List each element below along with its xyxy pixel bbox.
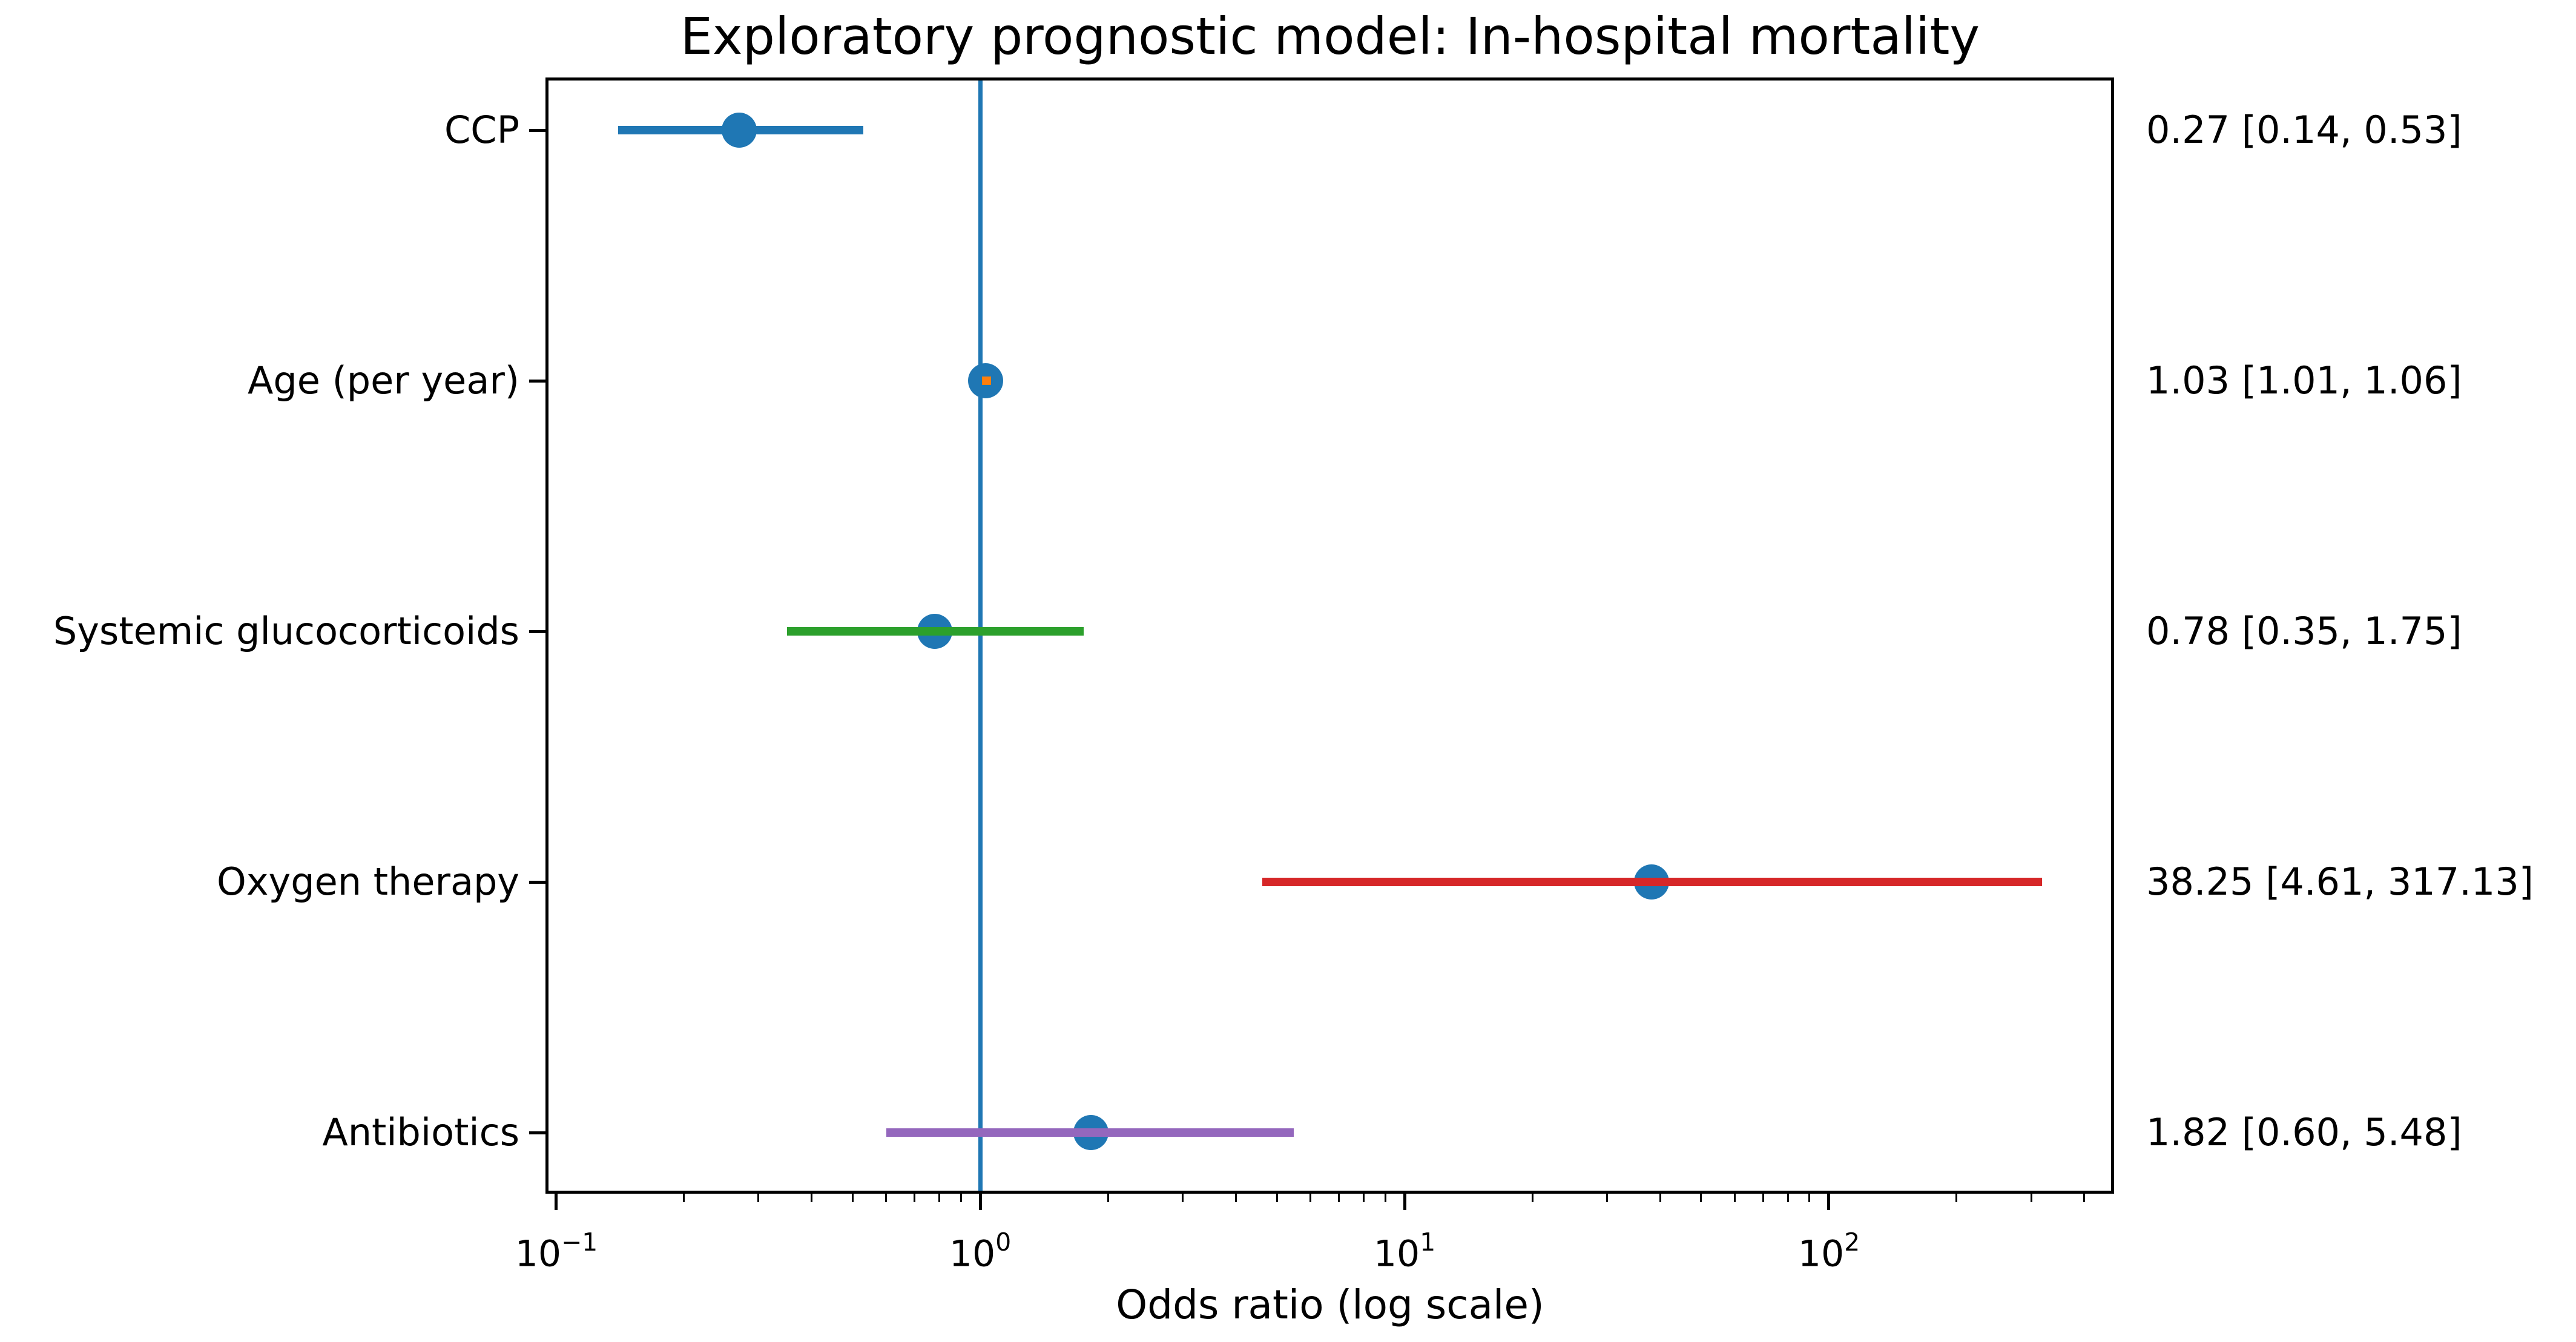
x-tick-label-base: 10 (1797, 1232, 1845, 1275)
x-minor-tick (885, 1194, 887, 1202)
x-minor-tick (683, 1194, 685, 1202)
x-minor-tick (1276, 1194, 1278, 1202)
x-tick-label-exponent: 1 (1420, 1228, 1436, 1257)
x-major-tick (555, 1194, 558, 1210)
x-minor-tick (1182, 1194, 1184, 1202)
x-minor-tick (1235, 1194, 1237, 1202)
x-minor-tick (1955, 1194, 1957, 1202)
row-label-antibiotics: Antibiotics (322, 1110, 519, 1154)
x-minor-tick (757, 1194, 759, 1202)
y-tick-age-per-year (529, 380, 545, 383)
plot-frame-top-spine (545, 77, 2114, 81)
x-axis-label: Odds ratio (log scale) (1116, 1281, 1544, 1328)
x-major-tick (979, 1194, 982, 1210)
x-minor-tick (852, 1194, 854, 1202)
x-minor-tick (1734, 1194, 1736, 1202)
x-tick-label-base: 10 (515, 1232, 562, 1275)
x-major-tick (1827, 1194, 1830, 1210)
or-annotation-systemic-glucocorticoids: 0.78 [0.35, 1.75] (2146, 609, 2462, 653)
x-minor-tick (938, 1194, 940, 1202)
x-minor-tick (960, 1194, 962, 1202)
y-tick-antibiotics (529, 1131, 545, 1134)
x-minor-tick (2083, 1194, 2085, 1202)
x-minor-tick (1338, 1194, 1340, 1202)
plot-frame-right-spine (2111, 77, 2114, 1194)
reference-line (978, 79, 983, 1192)
x-tick-label: 10−1 (466, 1212, 647, 1275)
x-minor-tick (1606, 1194, 1608, 1202)
plot-frame-bottom-spine (545, 1191, 2114, 1194)
y-tick-systemic-glucocorticoids (529, 630, 545, 633)
ci-line-oxygen-therapy (1262, 878, 2042, 886)
y-tick-oxygen-therapy (529, 881, 545, 884)
x-minor-tick (811, 1194, 812, 1202)
x-major-tick (1403, 1194, 1406, 1210)
or-annotation-antibiotics: 1.82 [0.60, 5.48] (2146, 1110, 2462, 1154)
ci-line-systemic-glucocorticoids (787, 627, 1084, 636)
x-minor-tick (1762, 1194, 1764, 1202)
or-annotation-oxygen-therapy: 38.25 [4.61, 317.13] (2146, 860, 2534, 904)
y-tick-ccp (529, 129, 545, 132)
x-minor-tick (1363, 1194, 1365, 1202)
x-minor-tick (1700, 1194, 1702, 1202)
or-annotation-age-per-year: 1.03 [1.01, 1.06] (2146, 358, 2462, 403)
x-tick-label-exponent: 0 (995, 1228, 1012, 1257)
x-tick-label: 101 (1314, 1212, 1495, 1275)
or-annotation-ccp: 0.27 [0.14, 0.53] (2146, 108, 2462, 152)
chart-title: Exploratory prognostic model: In-hospita… (680, 7, 1980, 66)
x-minor-tick (2031, 1194, 2032, 1202)
x-tick-label-base: 10 (1373, 1232, 1420, 1275)
row-label-age-per-year: Age (per year) (247, 358, 519, 403)
x-minor-tick (1787, 1194, 1789, 1202)
row-label-ccp: CCP (444, 108, 519, 152)
x-minor-tick (1659, 1194, 1661, 1202)
x-minor-tick (1309, 1194, 1311, 1202)
x-minor-tick (1107, 1194, 1109, 1202)
plot-frame-left-spine (545, 77, 548, 1194)
row-label-oxygen-therapy: Oxygen therapy (217, 860, 519, 904)
x-tick-label-exponent: −1 (561, 1228, 598, 1257)
row-label-systemic-glucocorticoids: Systemic glucocorticoids (53, 609, 519, 653)
ci-line-ccp (618, 126, 863, 134)
x-tick-label-exponent: 2 (1844, 1228, 1860, 1257)
x-tick-label-base: 10 (949, 1232, 996, 1275)
x-tick-label: 102 (1738, 1212, 1920, 1275)
x-minor-tick (1385, 1194, 1386, 1202)
x-tick-label: 100 (889, 1212, 1071, 1275)
x-minor-tick (914, 1194, 915, 1202)
x-minor-tick (1808, 1194, 1810, 1202)
x-minor-tick (1532, 1194, 1533, 1202)
ci-line-antibiotics (886, 1128, 1294, 1137)
ci-line-age-per-year (982, 377, 991, 385)
